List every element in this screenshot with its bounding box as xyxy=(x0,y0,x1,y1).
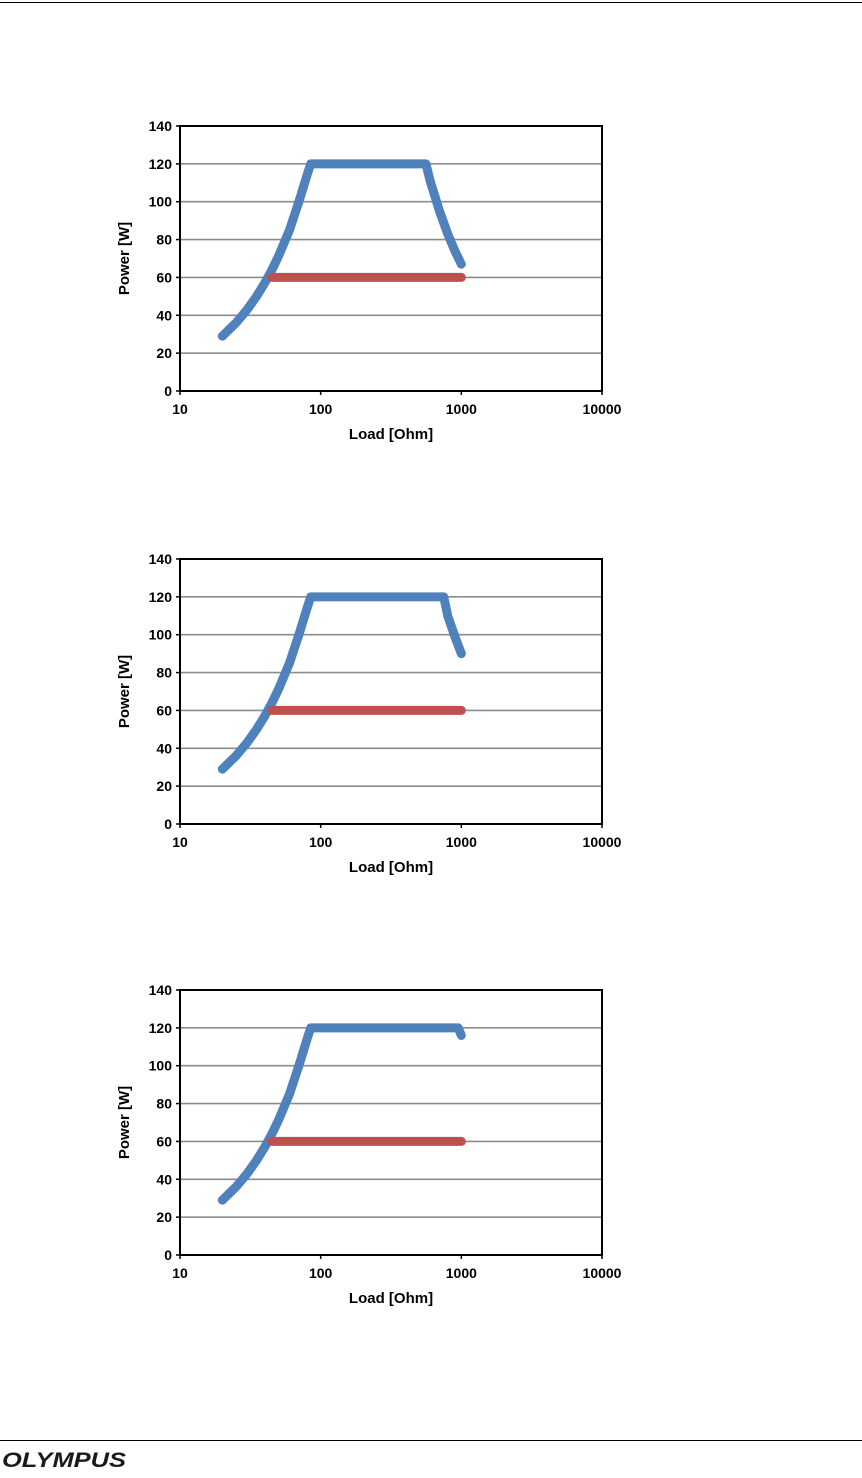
x-axis-label: Load [Ohm] xyxy=(349,1290,433,1307)
y-tick-label: 100 xyxy=(149,1058,173,1074)
y-tick-label: 80 xyxy=(156,665,172,681)
logo-text: OLYMPUS xyxy=(2,1449,126,1472)
chart-1: 0 20 40 60 80 100 120 140 10 100 1000 10000 Load [Oh… xyxy=(100,108,660,458)
olympus-logo: OLYMPUS xyxy=(0,1447,130,1473)
chart-3: 0 20 40 60 80 100 120 140 10 100 1000 10000 Load [Oh… xyxy=(100,972,660,1322)
footer-rule xyxy=(0,1440,862,1441)
series-1-line xyxy=(217,1023,466,1205)
y-axis-label: Power [W] xyxy=(116,222,133,295)
x-tick-label: 10 xyxy=(172,834,188,850)
series-1-line xyxy=(217,592,466,774)
x-tick-label: 1000 xyxy=(446,834,477,850)
y-tick-label: 140 xyxy=(149,982,173,998)
y-tick-label: 120 xyxy=(149,589,173,605)
y-tick-label: 100 xyxy=(149,194,173,210)
x-axis-label: Load [Ohm] xyxy=(349,859,433,876)
chart-1-svg: 0 20 40 60 80 100 120 140 10 100 1000 10000 Load [Oh… xyxy=(116,118,622,443)
y-tick-label: 20 xyxy=(156,778,172,794)
x-tick-label: 10000 xyxy=(583,834,622,850)
plot-area xyxy=(180,559,602,824)
y-tick-label: 0 xyxy=(164,383,172,399)
x-axis-label: Load [Ohm] xyxy=(349,426,433,443)
series-1-line xyxy=(217,159,466,341)
y-tick-label: 120 xyxy=(149,156,173,172)
y-tick-label: 80 xyxy=(156,1096,172,1112)
x-tick-label: 10000 xyxy=(583,1265,622,1281)
x-tick-label: 100 xyxy=(309,834,333,850)
y-tick-label: 0 xyxy=(164,1247,172,1263)
x-tick-label: 100 xyxy=(309,401,333,417)
x-tick-label: 10000 xyxy=(583,401,622,417)
y-tick-label: 120 xyxy=(149,1020,173,1036)
y-tick-label: 40 xyxy=(156,740,172,756)
plot-area xyxy=(180,126,602,391)
y-tick-label: 40 xyxy=(156,1171,172,1187)
x-tick-label: 1000 xyxy=(446,401,477,417)
y-tick-label: 60 xyxy=(156,269,172,285)
plot-border xyxy=(179,125,603,392)
plot-border xyxy=(179,558,603,825)
chart-3-svg: 0 20 40 60 80 100 120 140 10 100 1000 10000 Load [Oh… xyxy=(116,982,622,1307)
y-tick-label: 0 xyxy=(164,816,172,832)
y-tick-label: 60 xyxy=(156,1133,172,1149)
top-rule xyxy=(0,2,862,3)
y-tick-label: 40 xyxy=(156,307,172,323)
chart-2: 0 20 40 60 80 100 120 140 10 100 1000 10000 Load [Oh… xyxy=(100,541,660,891)
y-axis-label: Power [W] xyxy=(116,655,133,728)
y-tick-label: 60 xyxy=(156,702,172,718)
plot-border xyxy=(179,989,603,1256)
chart-2-svg: 0 20 40 60 80 100 120 140 10 100 1000 10000 Load [Oh… xyxy=(116,551,622,876)
x-tick-label: 10 xyxy=(172,1265,188,1281)
x-tick-label: 100 xyxy=(309,1265,333,1281)
y-tick-label: 20 xyxy=(156,345,172,361)
y-tick-label: 140 xyxy=(149,551,173,567)
y-tick-label: 100 xyxy=(149,627,173,643)
y-tick-label: 20 xyxy=(156,1209,172,1225)
x-tick-label: 1000 xyxy=(446,1265,477,1281)
x-tick-label: 10 xyxy=(172,401,188,417)
olympus-logo-svg: OLYMPUS xyxy=(2,1449,126,1472)
y-tick-label: 140 xyxy=(149,118,173,134)
plot-area xyxy=(180,990,602,1255)
y-tick-label: 80 xyxy=(156,232,172,248)
y-axis-label: Power [W] xyxy=(116,1086,133,1159)
